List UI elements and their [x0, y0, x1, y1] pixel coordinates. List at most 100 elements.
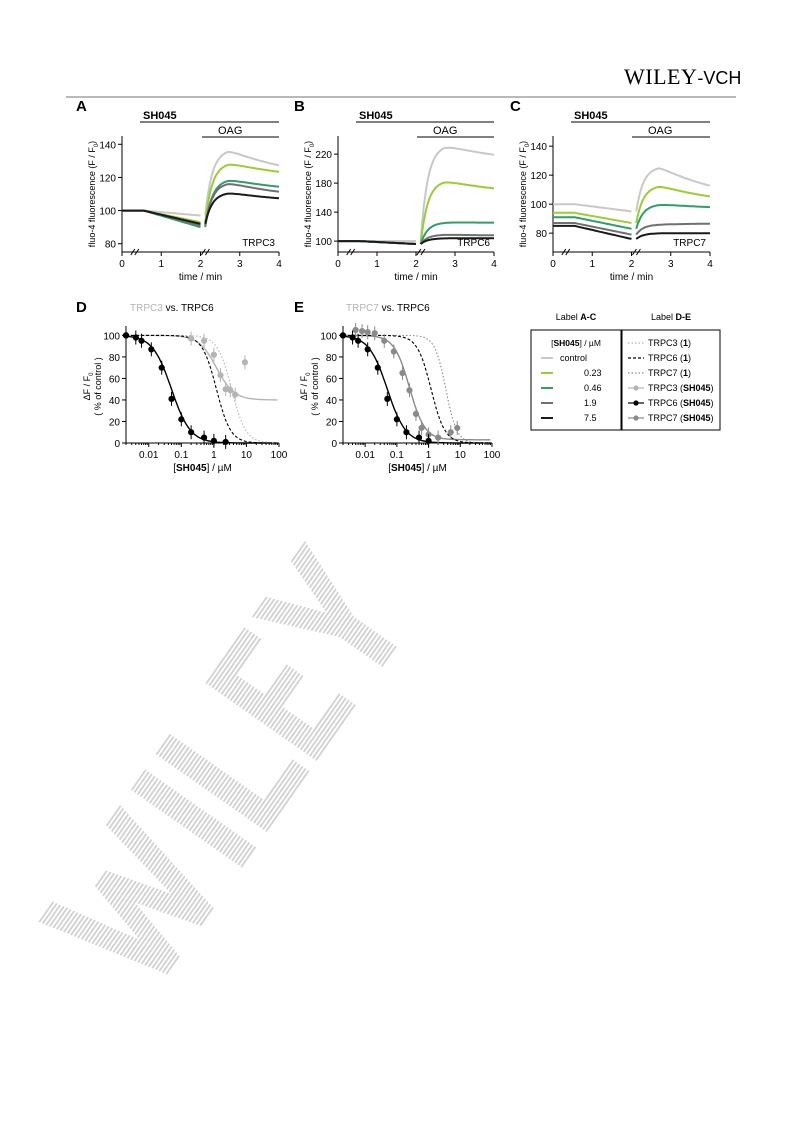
panel-e: E TRPC7 vs. TRPC6 0 20 40 60 80 100 0.01 0.1 1 10 10… [294, 299, 501, 474]
data-point [200, 337, 208, 344]
data-point [222, 438, 229, 446]
panel-letter: B [294, 98, 305, 115]
watermark-letter [251, 540, 398, 668]
y-axis-label: ΔF / F0( % of control ) [82, 357, 103, 416]
panel-letter: E [294, 299, 304, 316]
compound-label: SH045 [574, 110, 608, 122]
publisher-logo: WILEY-VCH [624, 64, 741, 90]
legend-item: TRPC3 (SH045) [648, 383, 714, 393]
data-point [200, 434, 208, 441]
data-point [188, 335, 195, 342]
axis-break [561, 248, 567, 256]
y-tick-label: 40 [109, 396, 121, 407]
legend-item: TRPC3 (1) [648, 338, 691, 348]
axis-break [420, 248, 426, 256]
data-point [393, 416, 400, 423]
panel-c: C SH045 OAG 80 100 120 140 0 1 2 3 4 time / min fluo-… [510, 98, 713, 283]
trace-c75 [122, 192, 280, 225]
x-tick-label: 1 [426, 450, 432, 461]
header-rule [66, 96, 736, 98]
legend-marker [633, 400, 639, 406]
trace-c023 [122, 163, 280, 224]
data-point [132, 334, 139, 341]
x-tick-label: 10 [241, 450, 253, 461]
legend-frame [621, 329, 721, 431]
y-tick-label: 100 [103, 331, 120, 342]
x-tick-label: 0.01 [139, 450, 159, 461]
fit-curve [342, 335, 491, 444]
x-tick-label: 0 [119, 259, 125, 270]
x-tick-label: 4 [491, 259, 497, 270]
trace-control [338, 146, 495, 243]
x-tick-label: 1 [589, 259, 595, 270]
data-point [364, 329, 371, 336]
data-point [148, 346, 155, 353]
legend-item: TRPC7 (1) [648, 368, 691, 378]
agonist-label: OAG [648, 125, 672, 137]
data-point [374, 364, 381, 371]
data-point [412, 410, 420, 418]
panel-title: TRPC3 vs. TRPC6 [130, 303, 214, 314]
axis-break [201, 248, 206, 256]
x-tick-label: 1 [374, 259, 380, 270]
y-axis-label-line1: ΔF / F0 [299, 372, 312, 401]
data-point [355, 337, 362, 344]
compound-label: SH045 [359, 110, 393, 122]
legend-header: [SH045] / µM [551, 338, 601, 348]
data-point [138, 337, 145, 344]
legend-item: TRPC7 (SH045) [648, 413, 714, 423]
y-axis-label: fluo-4 fluorescence (F / F0) [518, 141, 531, 247]
trace-control [553, 167, 711, 213]
panel-letter: A [76, 98, 87, 115]
legend-item: TRPC6 (1) [648, 353, 691, 363]
legend-title: Label A-C [556, 312, 597, 322]
data-point [454, 424, 461, 432]
x-tick-label: 0.1 [174, 450, 188, 461]
y-axis-label-line2: ( % of control ) [93, 357, 103, 416]
x-axis-label: time / min [610, 272, 653, 283]
y-tick-label: 120 [99, 173, 116, 184]
x-axis-label: [SH045] / µM [388, 463, 447, 474]
data-point [158, 364, 165, 371]
fit-curve [125, 335, 278, 444]
legend-item: 0.23 [584, 368, 602, 378]
trace-c75 [553, 224, 710, 240]
data-point [217, 372, 224, 379]
x-tick-label: 1 [158, 259, 164, 270]
publisher-suffix: -VCH [697, 68, 742, 88]
data-point [425, 437, 432, 444]
y-tick-label: 120 [530, 171, 547, 182]
data-point [384, 395, 391, 402]
y-axis-label: ΔF / F0( % of control ) [299, 357, 320, 416]
data-point [178, 416, 185, 423]
x-tick-label: 100 [271, 450, 288, 461]
trace-c75 [338, 237, 494, 245]
data-point [241, 359, 249, 366]
data-point [188, 429, 195, 436]
y-tick-label: 80 [326, 353, 338, 364]
watermark-letter [205, 627, 357, 762]
y-axis-label: fluo-4 fluorescence (F / F0) [303, 141, 316, 247]
x-axis-label: [SH045] / µM [173, 463, 232, 474]
panel-b: B SH045 OAG 100 140 180 220 0 1 2 3 4 time / min fluo… [294, 98, 497, 283]
axis-break [350, 248, 356, 256]
legend-marker [633, 415, 639, 421]
x-tick-label: 2 [198, 259, 204, 270]
axis-break [205, 248, 210, 256]
legend-item: 0.46 [584, 383, 602, 393]
x-tick-label: 10 [455, 450, 467, 461]
y-tick-label: 140 [99, 140, 116, 151]
x-axis-label: time / min [179, 272, 222, 283]
data-point [447, 429, 454, 436]
data-point [415, 434, 423, 441]
axis-break [346, 248, 352, 256]
trace-c19 [553, 222, 710, 236]
data-point [403, 429, 410, 436]
x-tick-label: 3 [452, 259, 458, 270]
y-tick-label: 140 [530, 142, 547, 153]
x-tick-label: 4 [276, 259, 282, 270]
axis-break [416, 248, 422, 256]
data-point [232, 391, 239, 398]
y-tick-label: 180 [315, 179, 332, 190]
